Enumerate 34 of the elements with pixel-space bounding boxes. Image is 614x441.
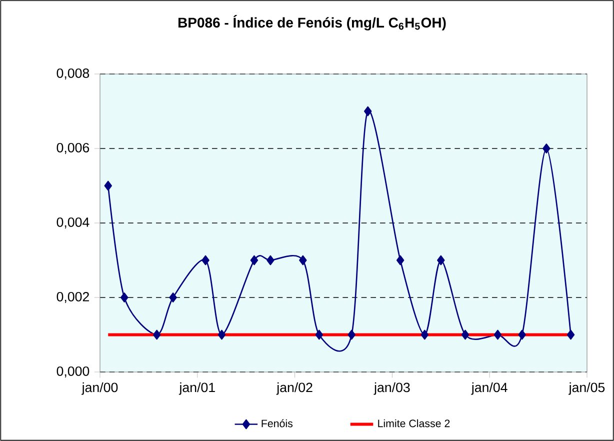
x-tick-label: jan/03	[374, 382, 410, 395]
y-tick-label: 0,008	[56, 68, 90, 80]
x-tick-label: jan/05	[568, 382, 605, 395]
point	[364, 106, 372, 116]
y-tick-label: 0,004	[56, 217, 90, 229]
point	[542, 144, 550, 154]
point	[518, 330, 526, 340]
x-tick-label: jan/01	[178, 382, 215, 395]
point	[250, 255, 258, 266]
y-tick-label: 0,006	[56, 142, 90, 154]
y-tick-label: 0,000	[56, 366, 90, 378]
point	[218, 330, 226, 340]
point	[169, 292, 177, 302]
point	[152, 330, 161, 340]
legend-label: Fenóis	[262, 419, 293, 428]
point	[437, 255, 445, 266]
point	[299, 255, 307, 266]
x-tick-label: jan/04	[471, 382, 508, 395]
point	[104, 180, 112, 191]
x-tick-label: jan/02	[276, 382, 312, 395]
point	[348, 330, 356, 340]
point	[566, 330, 575, 340]
point	[494, 330, 502, 340]
point	[461, 330, 470, 340]
point	[120, 292, 128, 302]
point	[315, 330, 324, 340]
point	[420, 330, 429, 340]
point	[396, 255, 404, 266]
legend-label: Limite Classe 2	[378, 419, 450, 428]
x-tick-label: jan/00	[82, 382, 118, 395]
y-tick-label: 0,002	[56, 292, 89, 304]
chart-title: BP086 - Índice de Fenóis (mg/L C$_{6}$H$_{5}$OH)	[178, 15, 446, 30]
point	[266, 255, 274, 266]
point	[202, 255, 210, 266]
